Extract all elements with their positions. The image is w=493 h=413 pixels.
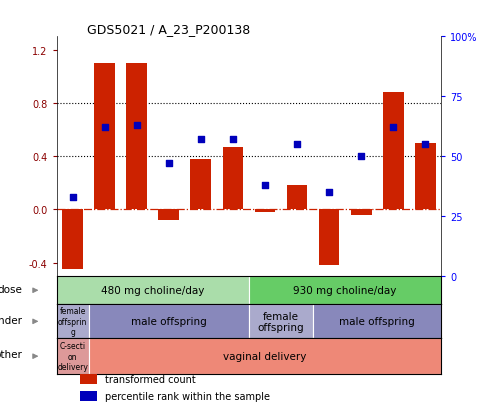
Point: [421, 142, 429, 148]
Bar: [318, 210, 340, 266]
Bar: [62, 210, 83, 270]
Point: [197, 137, 205, 143]
Point: [325, 189, 333, 196]
Point: [293, 142, 301, 148]
Bar: [126, 64, 147, 210]
Text: gender: gender: [0, 315, 22, 325]
Text: other: other: [0, 349, 22, 360]
Text: 930 mg choline/day: 930 mg choline/day: [293, 285, 397, 296]
Point: [133, 122, 141, 129]
Text: male offspring: male offspring: [339, 317, 415, 327]
Bar: [80, 392, 97, 401]
Text: transformed count: transformed count: [105, 375, 196, 385]
Bar: [249, 276, 441, 305]
Text: C-secti
on
delivery: C-secti on delivery: [57, 342, 88, 371]
Bar: [57, 276, 249, 305]
Point: [229, 137, 237, 143]
Text: female
offsprin
g: female offsprin g: [58, 307, 87, 337]
Bar: [94, 64, 115, 210]
Bar: [249, 305, 313, 338]
Bar: [222, 147, 244, 210]
Bar: [313, 305, 441, 338]
Text: 480 mg choline/day: 480 mg choline/day: [101, 285, 205, 296]
Point: [101, 125, 108, 131]
Point: [261, 182, 269, 189]
Bar: [351, 210, 372, 215]
Text: vaginal delivery: vaginal delivery: [223, 351, 307, 361]
Bar: [158, 210, 179, 221]
Point: [389, 125, 397, 131]
Point: [69, 194, 77, 201]
Bar: [57, 338, 89, 374]
Bar: [89, 305, 249, 338]
Bar: [254, 210, 276, 213]
Bar: [57, 305, 89, 338]
Text: dose: dose: [0, 284, 22, 294]
Bar: [383, 93, 404, 210]
Bar: [190, 159, 211, 210]
Bar: [286, 186, 308, 210]
Bar: [80, 375, 97, 385]
Point: [357, 154, 365, 160]
Text: male offspring: male offspring: [131, 317, 207, 327]
Text: percentile rank within the sample: percentile rank within the sample: [105, 392, 270, 401]
Point: [165, 161, 173, 167]
Text: female
offspring: female offspring: [258, 311, 304, 332]
Text: GDS5021 / A_23_P200138: GDS5021 / A_23_P200138: [87, 23, 251, 36]
Bar: [415, 143, 436, 210]
